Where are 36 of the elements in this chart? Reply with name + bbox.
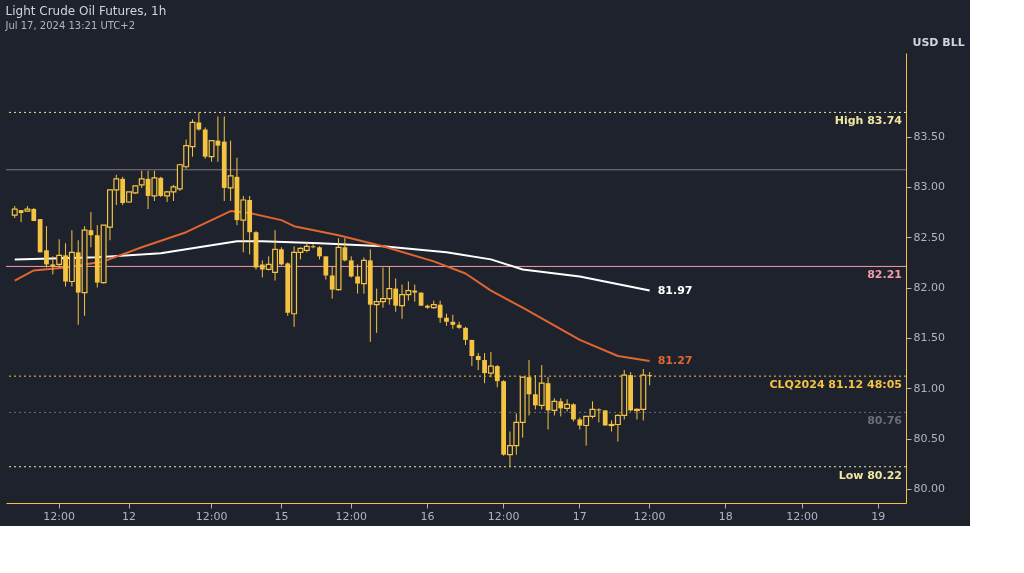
- candlestick: [469, 339, 475, 367]
- data-label: 81.27: [657, 354, 693, 368]
- ref-line-label: CLQ2024 81.12 48:05: [769, 378, 902, 392]
- candlestick: [463, 326, 468, 346]
- x-tick-label: 18: [718, 509, 733, 523]
- y-tick-label: 81.50: [913, 331, 945, 345]
- chart-title: Light Crude Oil Futures, 1h: [5, 4, 167, 18]
- data-label: 81.97: [657, 283, 693, 297]
- ref-line-label: High 83.74: [834, 114, 903, 128]
- y-tick-label: 80.00: [913, 482, 945, 496]
- candlestick: [323, 255, 329, 281]
- y-tick-label: 82.00: [913, 281, 945, 295]
- x-tick-label: 12:00: [195, 509, 228, 523]
- x-tick-label: 12:00: [633, 509, 666, 523]
- y-axis-title: USD BLL: [912, 35, 965, 49]
- y-tick-label: 80.50: [913, 432, 945, 446]
- x-tick-label: 19: [871, 509, 886, 523]
- y-tick-label: 81.00: [913, 381, 945, 395]
- candlestick: [348, 255, 354, 278]
- x-tick-label: 17: [572, 509, 587, 523]
- x-tick-label: 12: [122, 509, 137, 523]
- y-tick-label: 83.50: [913, 130, 945, 144]
- ref-line-label: 82.21: [867, 268, 902, 282]
- x-tick-label: 12:00: [487, 509, 520, 523]
- chart-subtitle: Jul 17, 2024 13:21 UTC+2: [4, 20, 136, 31]
- x-tick-label: 12:00: [43, 509, 76, 523]
- y-tick-label: 83.00: [913, 180, 945, 194]
- line-series: [13, 210, 651, 363]
- x-tick-label: 12:00: [335, 509, 368, 523]
- ref-line-label: Low 80.22: [838, 468, 902, 482]
- x-tick-label: 12:00: [786, 509, 818, 523]
- line-series: [13, 240, 651, 292]
- ref-line-label: 80.76: [867, 414, 903, 428]
- x-tick-label: 15: [274, 509, 289, 523]
- x-tick-label: 16: [420, 509, 435, 523]
- y-tick-label: 82.50: [913, 230, 945, 244]
